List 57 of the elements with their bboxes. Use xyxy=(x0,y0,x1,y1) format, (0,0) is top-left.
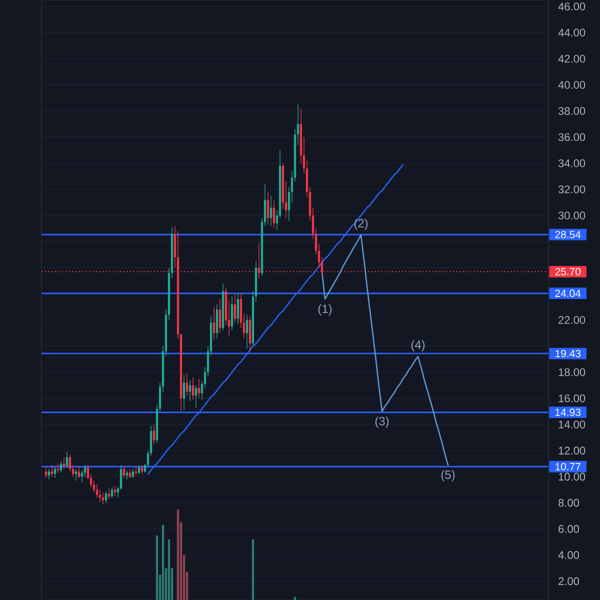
y-tick-label: 8.00 xyxy=(558,498,580,507)
candlestick xyxy=(230,296,234,331)
candlestick xyxy=(212,306,216,340)
candlestick xyxy=(186,373,188,396)
y-tick-label: 40.00 xyxy=(558,80,586,89)
candlestick xyxy=(216,304,218,339)
ref-line-label: 25.70 xyxy=(555,268,581,276)
y-tick-label: 12.00 xyxy=(558,446,586,454)
y-tick-label: 36.00 xyxy=(558,133,586,142)
annotation: (3) xyxy=(375,416,389,428)
ref-line-label: 28.54 xyxy=(555,230,581,238)
candlestick xyxy=(108,488,110,500)
y-tick-label: 10.00 xyxy=(558,472,586,481)
y-tick-label: 2.00 xyxy=(558,577,580,586)
candlestick xyxy=(104,490,108,504)
y-tick-label: 4.00 xyxy=(558,551,580,559)
annotation: (4) xyxy=(411,340,425,352)
candlestick xyxy=(66,452,68,468)
candlestick xyxy=(140,464,144,474)
candlestick xyxy=(62,456,66,470)
candlestick xyxy=(60,460,62,474)
candlestick xyxy=(270,196,272,226)
y-tick-label: 34.00 xyxy=(558,159,586,168)
candlestick xyxy=(236,294,240,324)
ref-line-label: 14.93 xyxy=(556,408,581,416)
y-tick-label: 6.00 xyxy=(558,525,580,533)
candlestick xyxy=(246,314,248,350)
candlestick xyxy=(234,294,236,323)
candlestick xyxy=(44,467,48,478)
y-tick-label: 44.00 xyxy=(558,28,586,37)
annotation: (2) xyxy=(354,218,368,230)
y-tick-label: 38.00 xyxy=(558,107,586,115)
candlestick xyxy=(138,464,140,474)
y-tick-label: 22.00 xyxy=(558,316,586,324)
annotation: (5) xyxy=(441,470,455,482)
y-tick-label: 18.00 xyxy=(558,368,586,376)
candlestick xyxy=(248,316,252,352)
candlestick xyxy=(110,486,114,498)
y-tick-label: 42.00 xyxy=(558,54,586,63)
annotation: (1) xyxy=(318,304,332,316)
y-tick-label: 16.00 xyxy=(558,394,586,402)
y-tick-label: 32.00 xyxy=(558,185,586,194)
candlestick xyxy=(134,466,138,476)
candlestick xyxy=(266,192,270,225)
y-tick-label: 46.00 xyxy=(558,2,586,10)
y-tick-label: 30.00 xyxy=(558,212,586,220)
ref-line-label: 19.43 xyxy=(556,350,581,358)
candlestick xyxy=(272,199,276,229)
y-tick-label: 14.00 xyxy=(558,420,586,428)
ref-line-label: 24.04 xyxy=(555,290,581,298)
candlestick xyxy=(188,380,192,402)
candlestick xyxy=(218,298,222,334)
ref-line-label: 10.77 xyxy=(556,462,580,470)
candlestick xyxy=(48,468,50,480)
candlestick xyxy=(182,374,186,410)
candlestick xyxy=(152,424,156,444)
candlestick xyxy=(122,466,126,478)
